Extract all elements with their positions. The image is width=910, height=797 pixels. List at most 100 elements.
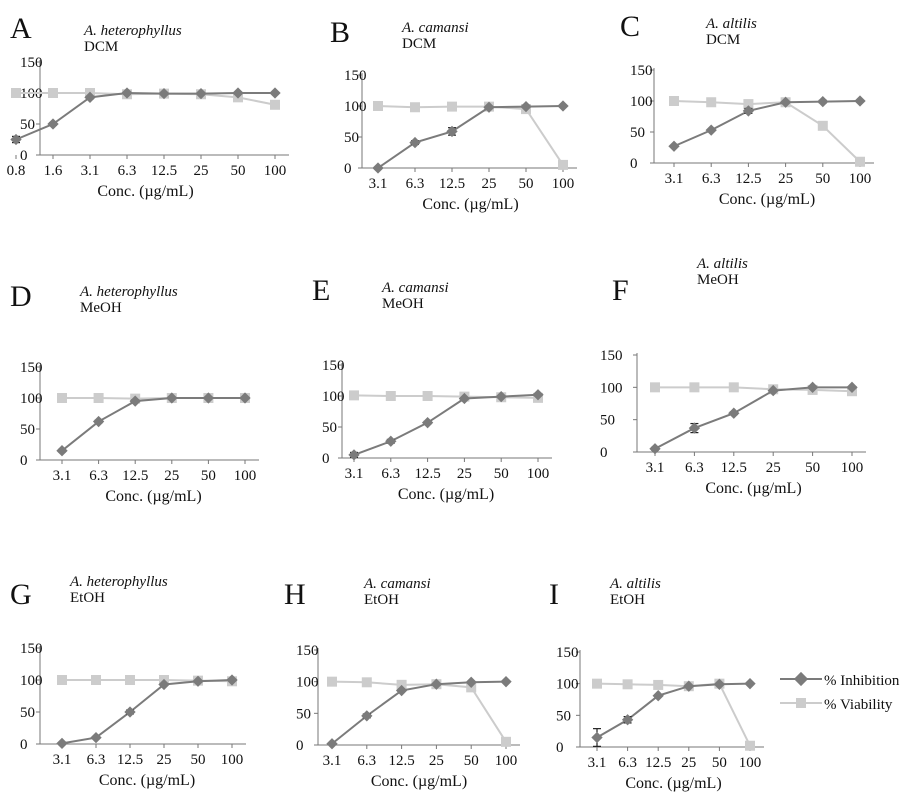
panel-d-inhibition-line (61, 397, 245, 452)
panel-c-xtick-label: 12.5 (735, 171, 761, 187)
panel-a-viability-point (11, 88, 21, 98)
panel-i-xtick-label: 12.5 (645, 755, 671, 771)
panel-e-label: E (312, 274, 330, 307)
panel-e-ytick-label: 0 (322, 451, 330, 467)
panel-a-xtick-label: 3.1 (81, 163, 100, 179)
panel-c-inhibition-point (668, 140, 680, 152)
panel-i-xtick-label: 25 (681, 755, 696, 771)
panel-d-xtick-label: 50 (201, 468, 216, 484)
panel-i-ytick-label: 0 (556, 740, 564, 756)
panel-b-xtick-label: 100 (552, 176, 575, 192)
panel-h-viability-point (501, 736, 511, 747)
panel-i-xtick-label: 6.3 (618, 755, 637, 771)
legend: % Inhibition % Viability (780, 671, 900, 713)
panel-a-xtick-label: 25 (194, 163, 209, 179)
panel-b-inhibition-line (377, 105, 564, 169)
panel-b-viability-point (410, 102, 420, 113)
panel-i-xtick-label: 3.1 (588, 755, 607, 771)
panel-h-species: A. camansi (363, 576, 431, 592)
panel-f-xlabel: Conc. (µg/mL) (705, 480, 801, 497)
panel-a-label: A (10, 12, 32, 45)
panel-i-inhibition-point (744, 678, 756, 690)
panel-b-viability-point (558, 159, 568, 170)
panel-g-inhibition-point (226, 674, 238, 686)
panel-c-xtick-label: 50 (815, 171, 830, 187)
panel-c-viability-point (706, 97, 717, 108)
panel-c-xtick-label: 25 (778, 171, 793, 187)
panel-d-xtick-label: 3.1 (53, 468, 72, 484)
panel-h-ytick-label: 100 (296, 675, 319, 691)
panel-e-inhibition-point (495, 390, 507, 403)
panel-i-inhibition-point (652, 690, 664, 702)
panel-g-viability-point (91, 675, 101, 685)
panel-c-viability-point (855, 156, 865, 167)
panel-a-xtick-label: 1.6 (44, 163, 63, 179)
panel-i-label: I (549, 578, 559, 611)
panel-e-xtick-label: 3.1 (345, 466, 364, 482)
panel-g-viability-point (125, 675, 135, 685)
panel-d-xtick-label: 12.5 (122, 468, 148, 484)
panel-h-inhibition-point (326, 738, 338, 750)
panel-i-viability-point (592, 678, 602, 689)
panel-a-inhibition-point (269, 87, 281, 99)
panel-e-viability-line (353, 394, 539, 399)
panel-e-inhibition-point (385, 435, 397, 447)
panel-a-solvent: DCM (84, 39, 118, 55)
panel-b-xtick-label: 6.3 (406, 176, 425, 192)
panel-c-inhibition-point (854, 95, 866, 107)
panel-g-xtick-label: 50 (191, 752, 206, 768)
panel-g-ytick-label: 150 (20, 641, 43, 657)
panel-c-ytick-label: 0 (630, 156, 638, 172)
panel-b-xtick-label: 12.5 (439, 176, 465, 192)
panel-g-xtick-label: 100 (221, 752, 244, 768)
panel-d-ytick-label: 50 (20, 422, 35, 438)
panel-a-xtick-label: 50 (231, 163, 246, 179)
panel-f-xtick-label: 12.5 (721, 460, 747, 476)
legend-inhibition-marker (793, 671, 809, 687)
panel-d-ytick-label: 0 (20, 453, 28, 469)
panel-f-viability-line (655, 386, 853, 393)
panel-c-ytick-label: 100 (630, 94, 653, 110)
panel-c-solvent: DCM (706, 32, 740, 48)
panel-h-xtick-label: 50 (464, 753, 479, 769)
panel-f-xtick-label: 6.3 (685, 460, 704, 476)
panel-i-species: A. altilis (609, 576, 661, 592)
panel-i-inhibition-point (713, 678, 726, 690)
panel-i-viability-point (622, 679, 633, 690)
panel-i-viability-point (745, 740, 755, 751)
panel-c-inhibition-line (673, 100, 861, 148)
panel-c-ytick-label: 50 (630, 125, 645, 141)
panel-g-inhibition-point (158, 678, 170, 691)
panel-c-species: A. altilis (705, 16, 757, 32)
panel-b-ytick-label: 100 (344, 99, 367, 115)
panel-f-solvent: MeOH (697, 272, 739, 288)
panel-f-xtick-label: 25 (766, 460, 781, 476)
panel-i-xtick-label: 100 (739, 755, 762, 771)
panel-f-inhibition-point (649, 443, 661, 455)
panel-h-ytick-label: 0 (296, 738, 304, 754)
legend-viability-marker (796, 698, 806, 708)
legend-viability-label: % Viability (824, 697, 893, 713)
panel-a-viability-point (270, 99, 280, 110)
panel-i-viability-line (596, 682, 751, 747)
panel-b-xtick-label: 3.1 (369, 176, 388, 192)
panel-f-ytick-label: 50 (600, 413, 615, 429)
panel-d-xtick-label: 25 (164, 468, 179, 484)
panel-h-inhibition-point (430, 678, 443, 690)
panel-g-viability-point (57, 675, 67, 685)
panel-f-inhibition-point (688, 422, 701, 434)
panel-b-xtick-label: 50 (519, 176, 534, 192)
panel-f-inhibition-point (806, 381, 819, 393)
panel-e-xtick-label: 100 (527, 466, 550, 482)
panel-e-inhibition-line (353, 393, 539, 456)
panel-b-viability-point (447, 101, 457, 112)
panel-h-ytick-label: 50 (296, 706, 311, 722)
panel-g-xlabel: Conc. (µg/mL) (99, 772, 195, 789)
panel-d-inhibition-point (129, 395, 141, 407)
panel-d-viability-point (93, 393, 104, 403)
